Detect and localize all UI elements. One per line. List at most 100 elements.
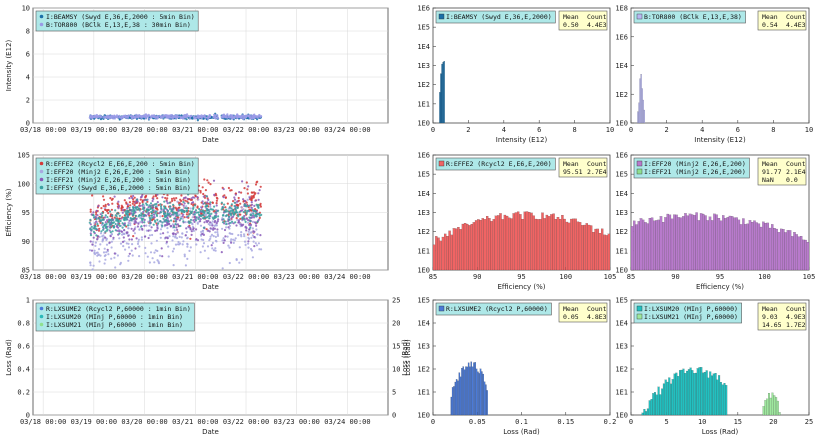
data-point — [186, 200, 189, 203]
data-point — [102, 228, 105, 231]
y-tick-label: 2 — [26, 97, 30, 105]
data-point — [247, 221, 250, 224]
data-point — [250, 195, 253, 198]
data-point — [175, 237, 179, 240]
data-point — [131, 210, 134, 213]
data-point — [252, 209, 255, 212]
data-point — [96, 214, 99, 217]
data-point — [147, 229, 150, 232]
data-point — [191, 223, 194, 226]
data-point — [119, 242, 123, 245]
histogram-bar — [481, 218, 484, 271]
data-point — [182, 240, 185, 243]
histogram-bar — [697, 220, 701, 271]
data-point — [202, 217, 205, 220]
data-point — [126, 115, 129, 118]
data-point — [116, 254, 119, 257]
legend-swatch — [636, 313, 643, 320]
data-point — [166, 213, 169, 216]
data-point — [247, 219, 250, 222]
data-point — [222, 241, 225, 244]
data-point — [238, 210, 241, 213]
data-point — [231, 220, 234, 223]
data-point — [229, 232, 232, 235]
data-point — [138, 255, 141, 258]
histogram-bar — [572, 218, 575, 271]
data-point — [233, 213, 236, 216]
data-point — [133, 210, 136, 213]
data-point — [238, 261, 241, 264]
data-point — [118, 217, 121, 220]
legend-marker — [39, 169, 44, 174]
data-point — [154, 207, 158, 210]
data-point — [172, 115, 175, 118]
histogram-bar — [662, 383, 665, 416]
histogram-bar — [508, 217, 511, 271]
y-right-tick-label: 5 — [392, 389, 396, 397]
data-point — [210, 233, 214, 236]
data-point — [133, 204, 136, 207]
data-point — [184, 234, 187, 237]
data-point — [244, 220, 247, 223]
histogram-bar — [766, 222, 769, 271]
histogram-bar — [668, 377, 671, 416]
histogram-bar — [455, 379, 458, 416]
data-point — [132, 194, 135, 198]
data-point — [92, 236, 95, 239]
data-point — [135, 113, 138, 116]
data-point — [242, 114, 245, 117]
data-point — [227, 226, 230, 229]
data-point — [186, 207, 189, 210]
histogram-bar — [474, 362, 476, 416]
y-tick-label: 1E4 — [417, 190, 430, 198]
legend-swatch — [636, 160, 643, 167]
p7-legend: R:LXSUME2 (Rcycl2 P,60000 : 1min Bin)I:L… — [35, 302, 195, 332]
histogram-bar — [700, 367, 703, 416]
data-point — [237, 204, 240, 207]
y-tick-label: 1E0 — [615, 412, 628, 420]
histogram-bar — [530, 212, 533, 271]
data-point — [104, 205, 107, 208]
histogram-bar — [474, 220, 478, 271]
data-point — [189, 237, 192, 240]
data-point — [138, 214, 141, 217]
data-point — [174, 115, 177, 118]
data-point — [97, 216, 100, 219]
data-point — [164, 196, 167, 200]
stats-value: NaN — [762, 176, 774, 184]
stats-value: 4.8E3 — [587, 313, 607, 321]
data-point — [192, 227, 195, 230]
data-point — [143, 209, 146, 212]
data-point — [253, 230, 256, 233]
histogram-bar — [673, 214, 676, 271]
data-point — [245, 201, 248, 204]
data-point — [136, 198, 139, 201]
data-point — [133, 196, 136, 199]
data-point — [184, 196, 187, 199]
data-point — [90, 249, 94, 252]
data-point — [89, 234, 93, 237]
data-point — [206, 216, 209, 219]
x-tick-label: 0 — [629, 126, 633, 134]
histogram-bar — [684, 373, 687, 416]
data-point — [228, 224, 232, 227]
data-point — [145, 214, 148, 217]
data-point — [205, 205, 208, 208]
histogram-bar — [643, 409, 646, 416]
data-point — [138, 245, 141, 248]
data-point — [151, 233, 154, 237]
data-point — [93, 249, 96, 252]
data-point — [166, 216, 169, 219]
data-point — [212, 227, 215, 230]
data-point — [213, 193, 216, 196]
histogram-bar — [483, 381, 486, 416]
legend-entry: R:LXSUME2 (Rcycl2 P,60000 : 1min Bin) — [46, 305, 191, 313]
y-axis-label: Efficiency (%) — [5, 188, 13, 236]
data-point — [143, 224, 146, 227]
data-point — [256, 115, 259, 118]
histogram-bar — [578, 222, 582, 271]
data-point — [232, 238, 235, 241]
data-point — [98, 227, 101, 230]
data-point — [167, 245, 170, 248]
data-point — [255, 228, 258, 231]
